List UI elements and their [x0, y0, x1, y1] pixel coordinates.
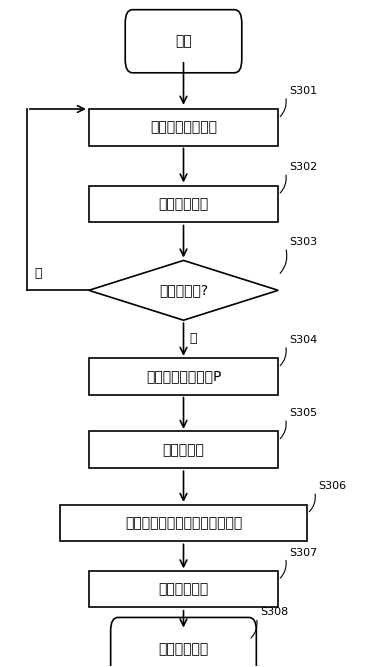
Text: S301: S301 — [289, 86, 317, 96]
Text: 坐标系换算: 坐标系换算 — [163, 443, 204, 457]
Polygon shape — [89, 260, 278, 320]
FancyBboxPatch shape — [111, 618, 256, 667]
Text: 结束本轮调整: 结束本轮调整 — [159, 642, 208, 656]
Text: S305: S305 — [289, 408, 317, 418]
Text: S306: S306 — [318, 482, 346, 492]
Text: 提取脸部信息: 提取脸部信息 — [159, 197, 208, 211]
Bar — [89, 185, 278, 222]
Bar — [60, 504, 307, 541]
Text: 输出驱动信号: 输出驱动信号 — [159, 582, 208, 596]
Bar — [89, 432, 278, 468]
Text: S308: S308 — [260, 608, 288, 618]
Text: 定位瞳孔中心位置P: 定位瞳孔中心位置P — [146, 370, 221, 384]
Bar — [89, 109, 278, 146]
Text: S302: S302 — [289, 163, 317, 173]
Bar — [89, 571, 278, 608]
Text: S307: S307 — [289, 548, 317, 558]
Text: 开始: 开始 — [175, 34, 192, 48]
Text: 提取当前场景图像: 提取当前场景图像 — [150, 121, 217, 135]
Text: 人脸信息吗?: 人脸信息吗? — [159, 283, 208, 297]
Text: 计算显示屏的调整角度和位移量: 计算显示屏的调整角度和位移量 — [125, 516, 242, 530]
Text: S303: S303 — [289, 237, 317, 247]
Text: S304: S304 — [289, 335, 317, 345]
Text: 否: 否 — [34, 267, 41, 280]
Bar — [89, 358, 278, 395]
Text: 是: 是 — [189, 332, 196, 346]
FancyBboxPatch shape — [125, 10, 242, 73]
